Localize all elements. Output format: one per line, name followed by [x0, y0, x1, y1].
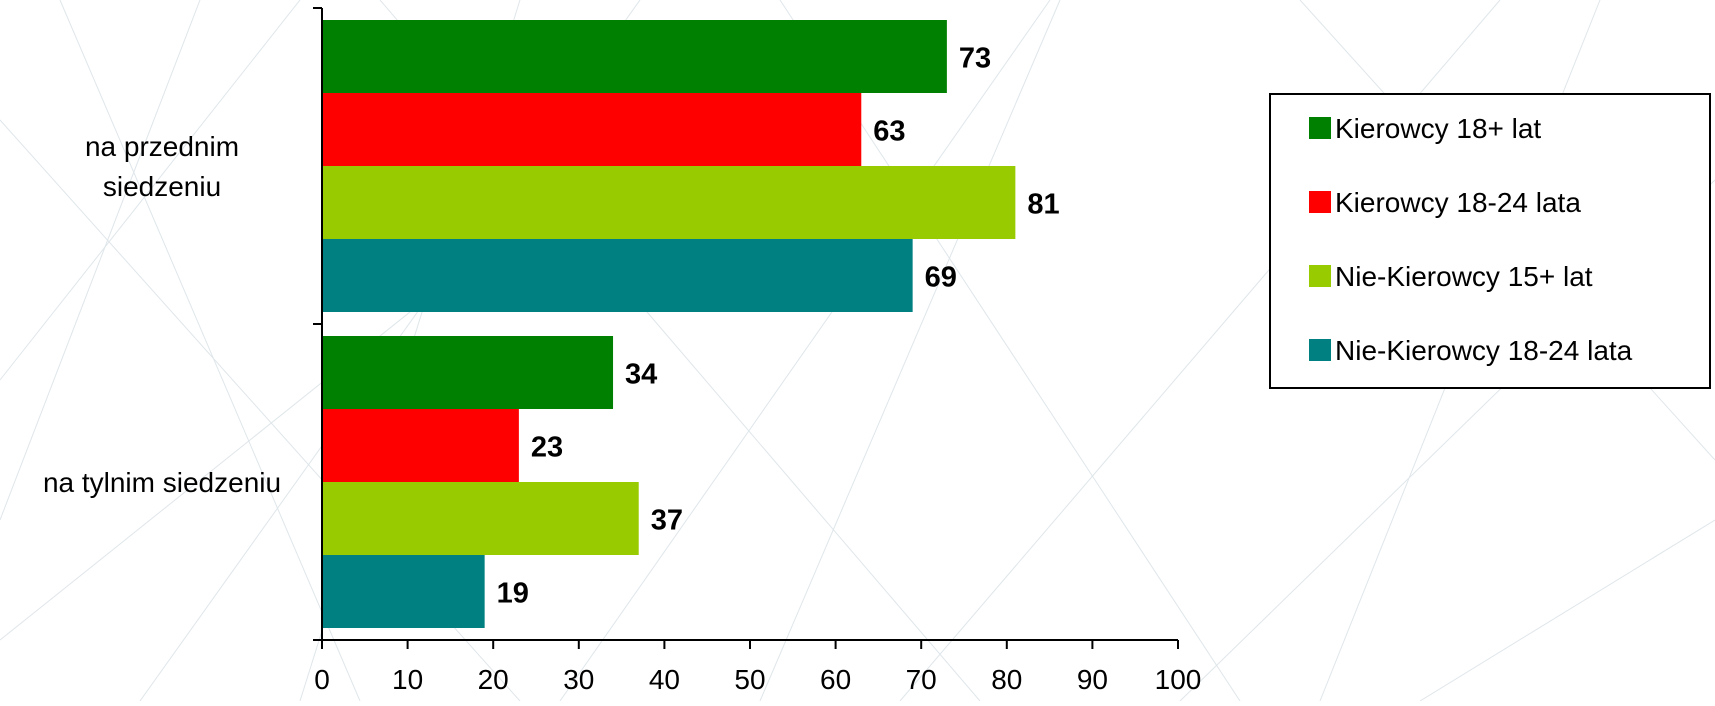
- data-label: 37: [651, 505, 683, 537]
- legend-label: Nie-Kierowcy 18-24 lata: [1335, 335, 1633, 366]
- data-label: 63: [873, 116, 905, 148]
- x-tick-label: 70: [906, 664, 937, 695]
- legend-swatch: [1309, 265, 1331, 287]
- category-label: na przednim siedzeniu: [85, 131, 239, 202]
- x-tick-label: 100: [1155, 664, 1202, 695]
- x-tick-label: 50: [734, 664, 765, 695]
- background-line: [0, 0, 301, 381]
- legend-box: [1269, 93, 1711, 389]
- bar: [322, 336, 614, 409]
- bars-group: 73 63 81 69 34 23 37 19: [322, 20, 1060, 628]
- background-line: [59, 0, 361, 702]
- x-tick-label: 40: [649, 664, 680, 695]
- legend-label: Kierowcy 18+ lat: [1335, 113, 1541, 144]
- data-label: 81: [1027, 189, 1059, 221]
- legend: Kierowcy 18+ lat Kierowcy 18-24 lata Nie-K…: [1269, 93, 1711, 389]
- bar: [322, 239, 913, 312]
- x-tick-label: 0: [314, 664, 330, 695]
- legend-label: Nie-Kierowcy 15+ lat: [1335, 261, 1593, 292]
- legend-swatch: [1309, 339, 1331, 361]
- background-line: [559, 0, 1051, 702]
- bar: [322, 409, 519, 482]
- bar: [322, 20, 947, 93]
- data-label: 19: [497, 578, 529, 610]
- data-label: 73: [959, 43, 991, 75]
- x-tick-label: 80: [991, 664, 1022, 695]
- legend-swatch: [1309, 117, 1331, 139]
- x-tick-label: 60: [820, 664, 851, 695]
- legend-swatch: [1309, 191, 1331, 213]
- data-label: 23: [531, 432, 563, 464]
- background-line: [1419, 519, 1715, 702]
- bar: [322, 555, 485, 628]
- data-label: 69: [925, 262, 957, 294]
- axes-group: 0 10 20 30 40 50 60 70 80 90 100 na przednim siedzen…: [43, 7, 1202, 695]
- data-label: 34: [625, 359, 657, 391]
- legend-label: Kierowcy 18-24 lata: [1335, 187, 1581, 218]
- x-tick-label: 30: [563, 664, 594, 695]
- x-tick-label: 90: [1077, 664, 1108, 695]
- bar: [322, 93, 862, 166]
- x-tick-label: 20: [478, 664, 509, 695]
- background-line: [0, 0, 201, 521]
- bar: [322, 482, 639, 555]
- bar: [322, 166, 1016, 239]
- category-label: na tylnim siedzeniu: [43, 467, 281, 498]
- background-line: [759, 0, 1061, 702]
- x-tick-label: 10: [392, 664, 423, 695]
